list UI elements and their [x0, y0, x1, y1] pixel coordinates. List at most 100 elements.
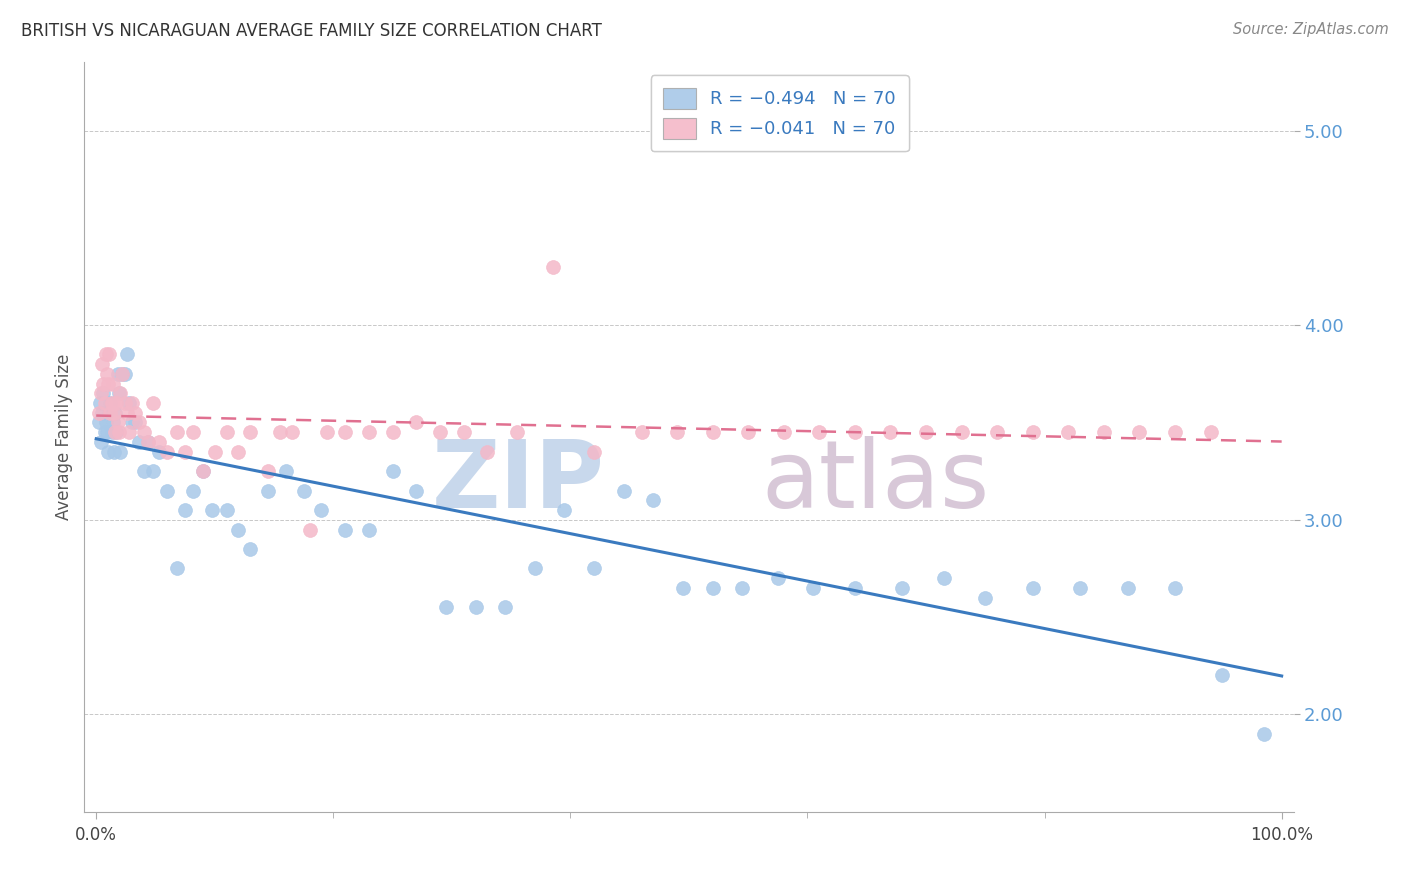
Point: [166, 561, 188, 575]
Text: Source: ZipAtlas.com: Source: ZipAtlas.com: [1233, 22, 1389, 37]
Text: BRITISH VS NICARAGUAN AVERAGE FAMILY SIZE CORRELATION CHART: BRITISH VS NICARAGUAN AVERAGE FAMILY SIZ…: [21, 22, 602, 40]
Point: [90, 434, 112, 449]
Point: [1057, 425, 1080, 440]
Point: [613, 483, 636, 498]
Point: [118, 425, 141, 440]
Point: [104, 406, 127, 420]
Point: [138, 434, 160, 449]
Point: [105, 396, 128, 410]
Point: [523, 561, 546, 575]
Point: [1116, 581, 1139, 595]
Point: [1128, 425, 1150, 440]
Point: [100, 406, 122, 420]
Point: [464, 600, 486, 615]
Point: [274, 464, 297, 478]
Point: [91, 386, 114, 401]
Point: [316, 425, 339, 440]
Point: [311, 503, 333, 517]
Point: [87, 416, 110, 430]
Point: [844, 425, 866, 440]
Point: [91, 406, 114, 420]
Point: [94, 347, 117, 361]
Point: [121, 396, 143, 410]
Point: [494, 600, 516, 615]
Text: ZIP: ZIP: [432, 436, 605, 528]
Point: [453, 425, 475, 440]
Point: [1022, 581, 1045, 595]
Point: [1092, 425, 1115, 440]
Point: [100, 396, 122, 410]
Point: [879, 425, 901, 440]
Point: [96, 367, 118, 381]
Point: [357, 523, 380, 537]
Point: [986, 425, 1008, 440]
Point: [183, 425, 205, 440]
Point: [93, 425, 115, 440]
Point: [298, 523, 321, 537]
Point: [128, 416, 150, 430]
Point: [104, 425, 127, 440]
Point: [239, 541, 262, 556]
Point: [142, 396, 165, 410]
Point: [138, 434, 160, 449]
Point: [239, 425, 262, 440]
Point: [107, 416, 129, 430]
Point: [124, 416, 146, 430]
Point: [91, 376, 114, 391]
Point: [672, 581, 695, 595]
Point: [108, 444, 131, 458]
Point: [101, 416, 124, 430]
Point: [191, 464, 214, 478]
Point: [228, 444, 250, 458]
Point: [381, 464, 404, 478]
Point: [269, 425, 291, 440]
Point: [702, 581, 724, 595]
Point: [148, 444, 170, 458]
Legend: R = −0.494   N = 70, R = −0.041   N = 70: R = −0.494 N = 70, R = −0.041 N = 70: [651, 75, 908, 152]
Point: [808, 425, 831, 440]
Point: [1164, 581, 1187, 595]
Point: [541, 260, 564, 274]
Point: [111, 367, 134, 381]
Point: [630, 425, 652, 440]
Point: [90, 386, 112, 401]
Point: [114, 367, 136, 381]
Point: [100, 425, 122, 440]
Point: [1022, 425, 1045, 440]
Point: [103, 406, 125, 420]
Point: [737, 425, 759, 440]
Point: [108, 386, 131, 401]
Point: [1211, 668, 1233, 682]
Point: [174, 503, 197, 517]
Point: [553, 503, 575, 517]
Point: [174, 444, 197, 458]
Point: [118, 396, 141, 410]
Point: [333, 523, 356, 537]
Point: [115, 347, 138, 361]
Point: [583, 561, 606, 575]
Point: [666, 425, 689, 440]
Point: [292, 483, 315, 498]
Point: [204, 444, 226, 458]
Point: [405, 416, 427, 430]
Point: [191, 464, 214, 478]
Point: [100, 396, 122, 410]
Point: [1069, 581, 1091, 595]
Point: [124, 406, 146, 420]
Point: [772, 425, 794, 440]
Point: [333, 425, 356, 440]
Point: [932, 571, 955, 585]
Point: [844, 581, 866, 595]
Point: [107, 386, 129, 401]
Point: [215, 503, 238, 517]
Point: [731, 581, 754, 595]
Point: [101, 376, 124, 391]
Point: [89, 396, 111, 410]
Point: [107, 367, 129, 381]
Point: [257, 483, 280, 498]
Point: [434, 600, 457, 615]
Point: [156, 444, 179, 458]
Point: [429, 425, 451, 440]
Point: [132, 464, 155, 478]
Point: [1199, 425, 1222, 440]
